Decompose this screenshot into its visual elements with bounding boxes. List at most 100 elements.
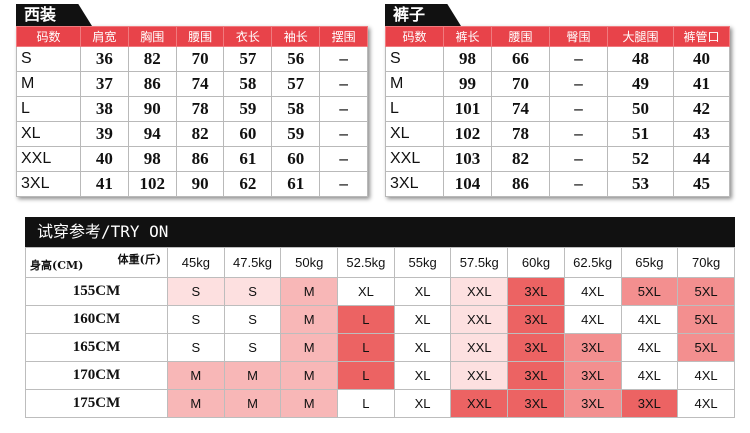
tryon-size-cell: M [280, 305, 339, 334]
tryon-size-cell: XXL [450, 389, 509, 418]
suit-value-cell: 102 [127, 171, 177, 197]
suit-value-cell: 86 [127, 71, 177, 97]
suit-size-code: XL [16, 121, 81, 147]
tryon-size-cell: M [280, 277, 339, 306]
tryon-weight-header: 65kg [620, 247, 679, 278]
tryon-title: 试穿参考/TRY ON [25, 217, 735, 247]
suit-value-cell: 41 [80, 171, 129, 197]
suit-header-cell: 胸围 [127, 26, 177, 47]
pants-value-cell: 98 [443, 46, 492, 72]
suit-size-panel: 西装 码数 肩宽 胸围 腰围 衣长 袖长 摆围 S 36 82 70 57 56– M 37 8… [16, 4, 368, 197]
tryon-size-cell: S [167, 305, 225, 334]
tryon-size-cell: 3XL [507, 361, 565, 390]
suit-value-cell: 59 [271, 121, 321, 147]
tryon-height-label: 160CM [25, 305, 168, 334]
suit-value-cell: – [319, 46, 368, 72]
pants-value-cell: 42 [673, 96, 730, 122]
suit-row: XL 39 94 82 60 59– [16, 121, 368, 147]
suit-value-cell: 40 [80, 146, 129, 172]
tryon-size-cell: 4XL [563, 305, 622, 334]
tryon-row: 170CM M M M L XL XXL 3XL 3XL 4XL 4XL [25, 361, 735, 390]
tryon-size-cell: XL [393, 389, 452, 418]
tryon-weight-header: 62.5kg [563, 247, 622, 278]
suit-size-code: S [16, 46, 81, 72]
suit-value-cell: 56 [271, 46, 321, 72]
pants-row: 3XL 104 86–53 45 [385, 171, 730, 197]
pants-size-code: XL [385, 121, 444, 147]
tryon-size-cell: 4XL [620, 333, 679, 362]
pants-value-cell: – [549, 96, 608, 122]
suit-header-cell: 肩宽 [80, 26, 129, 47]
tryon-table-body: 155CM S S M XL XL XXL 3XL 4XL 5XL 5XL 160CM S S M L XL XX… [25, 277, 735, 418]
pants-value-cell: 103 [443, 146, 492, 172]
tryon-size-cell: 4XL [563, 277, 622, 306]
tryon-size-cell: XL [393, 333, 452, 362]
tryon-weight-header: 70kg [677, 247, 735, 278]
tryon-row: 160CM S S M L XL XXL 3XL 4XL 4XL 5XL [25, 305, 735, 334]
tryon-size-cell: S [223, 277, 282, 306]
tryon-weight-header: 57.5kg [450, 247, 509, 278]
tryon-size-cell: XXL [450, 361, 509, 390]
pants-value-cell: 51 [607, 121, 674, 147]
tryon-size-cell: 3XL [507, 389, 565, 418]
pants-value-cell: 43 [673, 121, 730, 147]
tryon-weight-header: 47.5kg [223, 247, 282, 278]
suit-value-cell: – [319, 71, 368, 97]
suit-value-cell: 74 [175, 71, 225, 97]
tryon-size-cell: 5XL [677, 305, 735, 334]
suit-table-body: S 36 82 70 57 56– M 37 86 74 58 57– L 38 90 78 59 58– XL 39… [16, 46, 368, 197]
pants-table-body: S 98 66–48 40 M 99 70–49 41 L 101 74–50 42 XL 102 78–5… [385, 46, 730, 197]
tryon-size-cell: 4XL [620, 305, 679, 334]
suit-row: 3XL 41 102 90 62 61– [16, 171, 368, 197]
suit-value-cell: – [319, 146, 368, 172]
pants-row: XXL 103 82–52 44 [385, 146, 730, 172]
pants-title: 裤子 [385, 4, 461, 26]
pants-size-code: 3XL [385, 171, 444, 197]
pants-value-cell: 70 [491, 71, 550, 97]
tryon-size-cell: XL [393, 277, 452, 306]
pants-value-cell: 102 [443, 121, 492, 147]
suit-value-cell: 90 [175, 171, 225, 197]
tryon-size-cell: XL [393, 361, 452, 390]
pants-value-cell: – [549, 46, 608, 72]
pants-size-code: L [385, 96, 444, 122]
suit-size-code: M [16, 71, 81, 97]
tryon-size-cell: 3XL [507, 333, 565, 362]
suit-value-cell: 59 [223, 96, 273, 122]
pants-value-cell: 52 [607, 146, 674, 172]
suit-row: L 38 90 78 59 58– [16, 96, 368, 122]
suit-value-cell: 57 [271, 71, 321, 97]
tryon-height-label: 175CM [25, 389, 168, 418]
tryon-size-cell: S [167, 333, 225, 362]
tryon-size-cell: 3XL [563, 389, 622, 418]
suit-value-cell: 61 [223, 146, 273, 172]
tryon-size-cell: S [167, 277, 225, 306]
pants-row: S 98 66–48 40 [385, 46, 730, 72]
tryon-size-cell: XL [337, 277, 395, 306]
suit-value-cell: – [319, 171, 368, 197]
suit-value-cell: – [319, 121, 368, 147]
tryon-weight-header: 52.5kg [337, 247, 395, 278]
tryon-row: 155CM S S M XL XL XXL 3XL 4XL 5XL 5XL [25, 277, 735, 306]
pants-size-panel: 裤子 码数 裤长 腰围 臀围 大腿围 裤管口 S 98 66–48 40 M 99 70–4… [385, 4, 730, 197]
suit-value-cell: 82 [127, 46, 177, 72]
tryon-size-cell: M [223, 361, 282, 390]
suit-value-cell: 37 [80, 71, 129, 97]
pants-value-cell: 45 [673, 171, 730, 197]
suit-value-cell: 82 [175, 121, 225, 147]
suit-value-cell: 60 [271, 146, 321, 172]
pants-row: XL 102 78–51 43 [385, 121, 730, 147]
tryon-row: 175CM M M M L XL XXL 3XL 3XL 3XL 4XL [25, 389, 735, 418]
pants-row: M 99 70–49 41 [385, 71, 730, 97]
suit-value-cell: 98 [127, 146, 177, 172]
pants-header-row: 码数 裤长 腰围 臀围 大腿围 裤管口 [385, 26, 730, 47]
tryon-weight-header: 45kg [167, 247, 225, 278]
suit-value-cell: 90 [127, 96, 177, 122]
tryon-row: 165CM S S M L XL XXL 3XL 3XL 4XL 5XL [25, 333, 735, 362]
tryon-size-cell: 3XL [507, 277, 565, 306]
pants-value-cell: 41 [673, 71, 730, 97]
suit-value-cell: 36 [80, 46, 129, 72]
tryon-weight-header: 50kg [280, 247, 339, 278]
pants-value-cell: 53 [607, 171, 674, 197]
suit-size-table: 码数 肩宽 胸围 腰围 衣长 袖长 摆围 S 36 82 70 57 56– M 37 86 74… [16, 26, 368, 197]
